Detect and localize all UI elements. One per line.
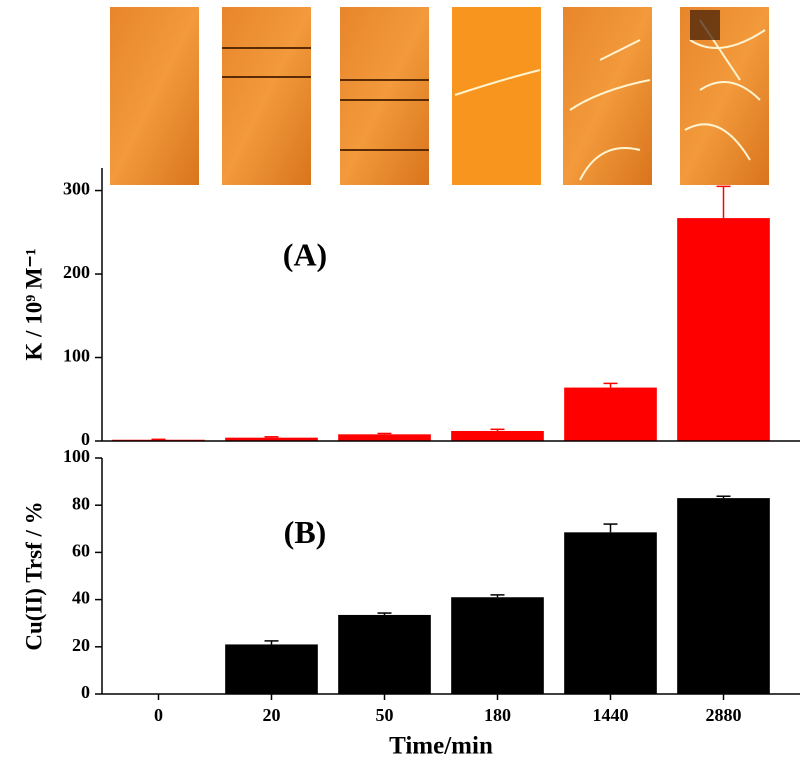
error-bar: [603, 382, 618, 388]
y-tick-label: 200: [63, 262, 90, 282]
y-tick-label: 100: [63, 346, 90, 366]
bar: [338, 614, 431, 694]
x-tick-label: 2880: [706, 705, 742, 725]
y-tick-label: 40: [72, 588, 90, 608]
y-tick-label: 0: [81, 682, 90, 702]
y-tick-label: 60: [72, 541, 90, 561]
y-tick-label: 80: [72, 493, 90, 513]
error-bar: [377, 432, 392, 435]
afm-image: [110, 7, 199, 185]
bar: [677, 498, 770, 694]
bar: [564, 387, 657, 441]
y-axis-label: K / 10⁹ M⁻¹: [21, 248, 46, 360]
panel-label: (B): [284, 514, 327, 550]
error-bar: [264, 436, 279, 438]
afm-image: [563, 7, 652, 185]
bar: [225, 437, 318, 441]
x-axis-label: Time/min: [389, 733, 493, 760]
panel-label: (A): [283, 236, 327, 272]
y-tick-label: 20: [72, 635, 90, 655]
x-tick-label: 180: [484, 705, 511, 725]
bar: [677, 218, 770, 441]
error-bar: [377, 612, 392, 615]
error-bar: [490, 428, 505, 431]
error-bar: [716, 495, 731, 499]
error-bar: [490, 594, 505, 598]
y-tick-label: 300: [63, 179, 90, 199]
x-tick-label: 20: [263, 705, 281, 725]
afm-images: [110, 7, 769, 185]
x-tick-label: 50: [376, 705, 394, 725]
x-tick-label: 0: [154, 705, 163, 725]
afm-image: [340, 7, 429, 185]
bar: [338, 434, 431, 441]
bar: [451, 430, 544, 441]
bar: [564, 532, 657, 694]
error-bar: [264, 640, 279, 645]
afm-image: [452, 7, 541, 185]
x-tick-label: 1440: [593, 705, 629, 725]
bar: [225, 644, 318, 694]
error-bar: [716, 185, 731, 219]
error-bar: [603, 523, 618, 533]
bar: [451, 597, 544, 694]
afm-image: [222, 7, 311, 185]
y-tick-label: 100: [63, 446, 90, 466]
y-axis-label: Cu(II) Trsf / %: [21, 501, 46, 650]
y-tick-label: 0: [81, 429, 90, 449]
